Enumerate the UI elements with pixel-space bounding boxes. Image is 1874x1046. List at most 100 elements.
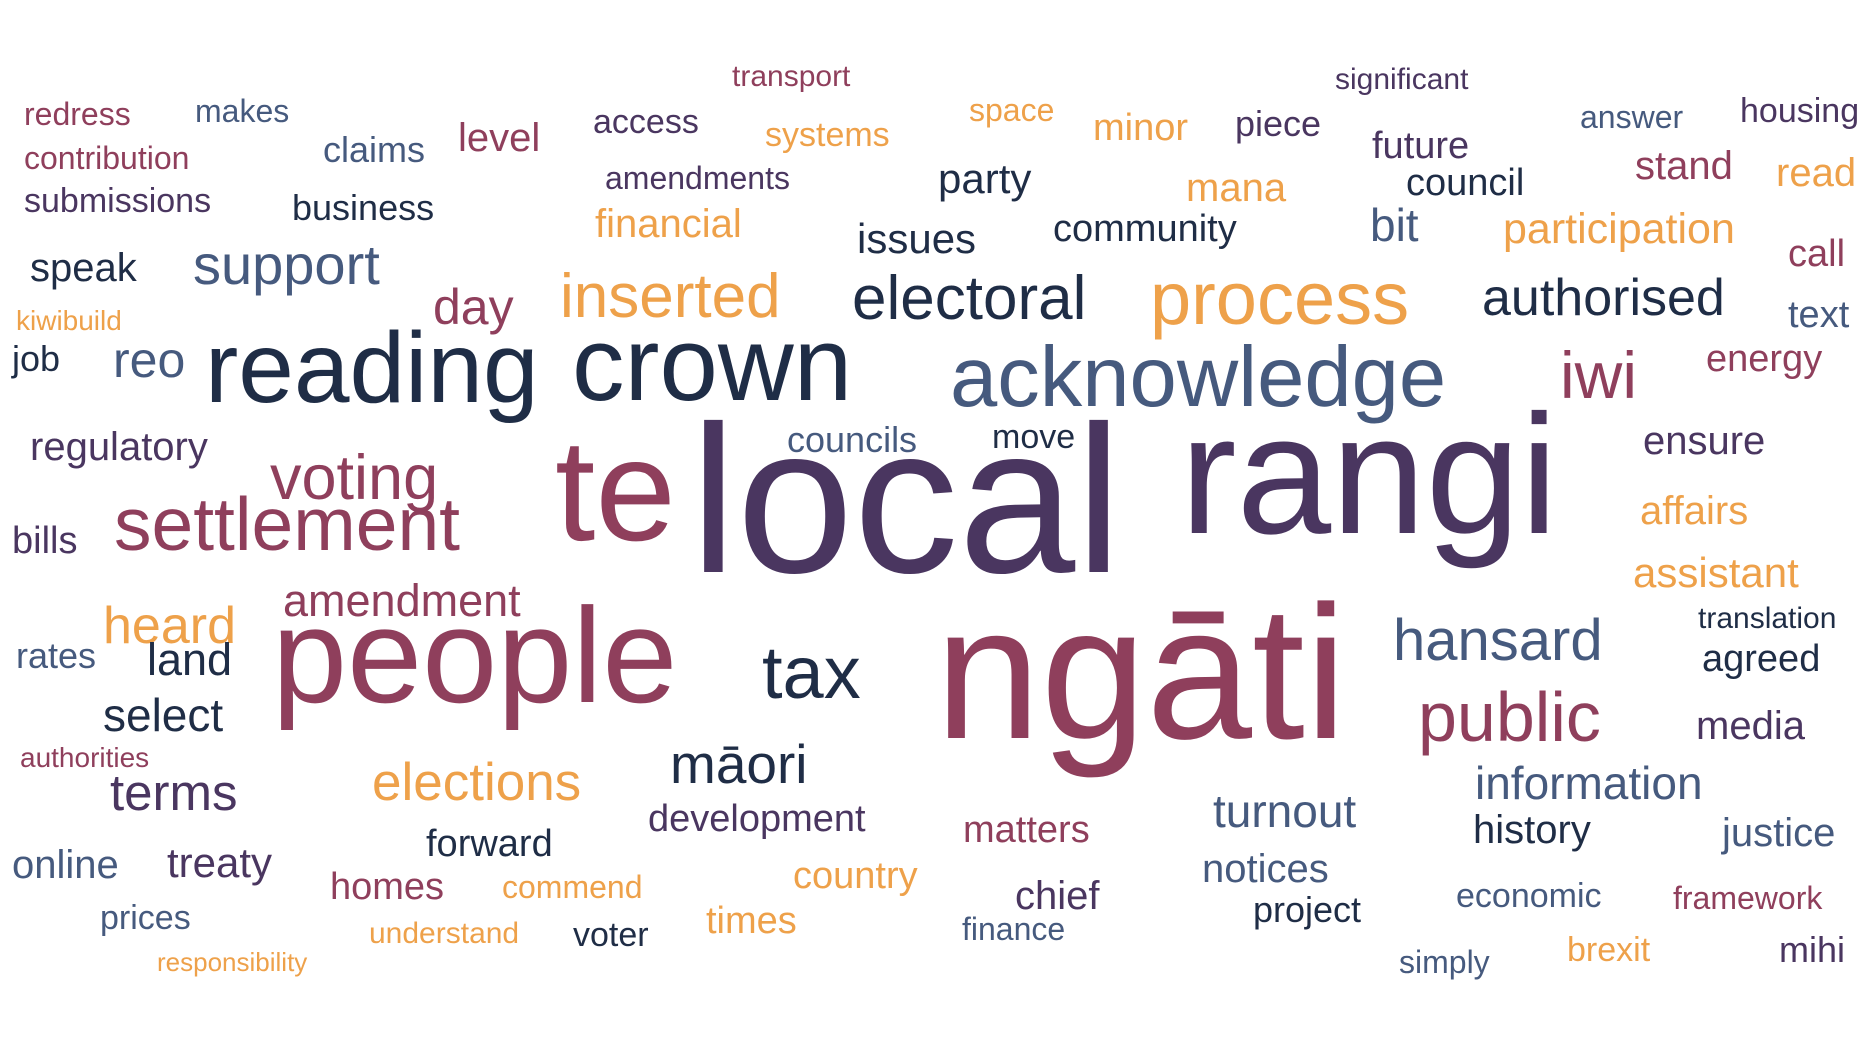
word-council: council (1406, 162, 1525, 204)
word-submissions: submissions (24, 182, 212, 220)
word-simply: simply (1399, 944, 1490, 980)
word-financial: financial (595, 202, 742, 246)
word-prices: prices (100, 899, 191, 937)
word-turnout: turnout (1213, 785, 1357, 837)
word-reading: reading (205, 312, 539, 424)
word-ensure: ensure (1643, 419, 1766, 463)
word-crown: crown (572, 306, 853, 423)
word-community: community (1053, 208, 1237, 250)
word-support: support (193, 233, 380, 296)
word-agreed: agreed (1702, 638, 1821, 680)
word-terms: terms (110, 764, 238, 821)
word-councils: councils (787, 419, 918, 460)
word-day: day (433, 279, 514, 335)
word-answer: answer (1580, 99, 1684, 135)
word-online: online (12, 843, 119, 887)
word-local: local (690, 382, 1122, 617)
word-electoral: electoral (852, 264, 1087, 333)
word-people: people (272, 580, 678, 731)
word-iwi: iwi (1560, 338, 1637, 412)
word-access: access (593, 103, 699, 141)
word-makes: makes (195, 93, 290, 129)
word-contribution: contribution (24, 140, 190, 176)
word-systems: systems (765, 116, 890, 154)
word-times: times (706, 900, 797, 942)
word-stand: stand (1635, 144, 1733, 188)
word-framework: framework (1673, 880, 1823, 916)
word-speak: speak (30, 246, 137, 290)
word-rates: rates (16, 635, 97, 676)
word-assistant: assistant (1633, 549, 1799, 596)
word-responsibility: responsibility (157, 947, 308, 977)
word-redress: redress (24, 96, 131, 132)
word-development: development (648, 798, 866, 840)
word-amendment: amendment (283, 575, 521, 626)
word-level: level (458, 116, 541, 160)
word-land: land (147, 634, 233, 685)
word-country: country (793, 855, 918, 897)
word-job: job (12, 338, 61, 379)
word-acknowledge: acknowledge (950, 330, 1447, 425)
word-amendments: amendments (605, 160, 790, 196)
word-authorities: authorities (20, 742, 150, 773)
word-voting: voting (270, 443, 439, 513)
word-future: future (1372, 125, 1470, 167)
word-project: project (1253, 889, 1362, 930)
word-bit: bit (1370, 199, 1419, 251)
word-kiwibuild: kiwibuild (16, 305, 122, 336)
word-history: history (1473, 808, 1591, 852)
word-justice: justice (1722, 811, 1836, 855)
word-economic: economic (1456, 877, 1602, 915)
word-energy: energy (1706, 338, 1823, 380)
word-move: move (992, 418, 1076, 456)
word-read: read (1776, 151, 1857, 195)
word-elections: elections (372, 753, 582, 812)
word-te: te (555, 409, 676, 571)
word-rangi: rangi (1180, 380, 1559, 570)
word-homes: homes (330, 866, 445, 908)
word-settlement: settlement (114, 482, 460, 566)
word-authorised: authorised (1482, 269, 1725, 327)
word-tax: tax (762, 631, 861, 714)
word-call: call (1788, 233, 1846, 275)
word-brexit: brexit (1567, 931, 1651, 969)
word-matters: matters (963, 809, 1090, 851)
word-treaty: treaty (167, 839, 273, 886)
word-affairs: affairs (1640, 489, 1749, 533)
word-mihi: mihi (1779, 929, 1846, 970)
word-understand: understand (369, 917, 520, 950)
word-heard: heard (103, 597, 236, 655)
word-process: process (1150, 257, 1410, 340)
word-bills: bills (12, 520, 78, 562)
word-issues: issues (857, 215, 977, 262)
word-participation: participation (1503, 205, 1735, 253)
word-information: information (1475, 757, 1703, 809)
word-select: select (103, 689, 224, 741)
word-forward: forward (426, 823, 553, 865)
word-hansard: hansard (1393, 608, 1603, 673)
word-ng-ti: ngāti (935, 567, 1348, 779)
word-media: media (1696, 704, 1805, 748)
word-finance: finance (962, 911, 1066, 947)
word-mana: mana (1186, 166, 1287, 210)
word-m-ori: māori (670, 733, 808, 795)
word-transport: transport (732, 60, 851, 93)
word-chief: chief (1015, 874, 1100, 918)
word-commend: commend (502, 869, 643, 905)
word-significant: significant (1335, 63, 1469, 96)
word-regulatory: regulatory (30, 425, 208, 469)
word-inserted: inserted (560, 262, 781, 331)
word-text: text (1788, 294, 1850, 336)
word-housing: housing (1740, 92, 1860, 130)
word-public: public (1418, 678, 1601, 756)
word-claims: claims (323, 129, 426, 170)
word-business: business (292, 187, 435, 228)
word-minor: minor (1093, 107, 1189, 149)
word-translation: translation (1698, 602, 1837, 635)
word-party: party (938, 155, 1032, 202)
word-reo: reo (113, 332, 186, 388)
word-notices: notices (1202, 847, 1329, 891)
word-piece: piece (1235, 103, 1322, 144)
word-space: space (969, 92, 1055, 128)
